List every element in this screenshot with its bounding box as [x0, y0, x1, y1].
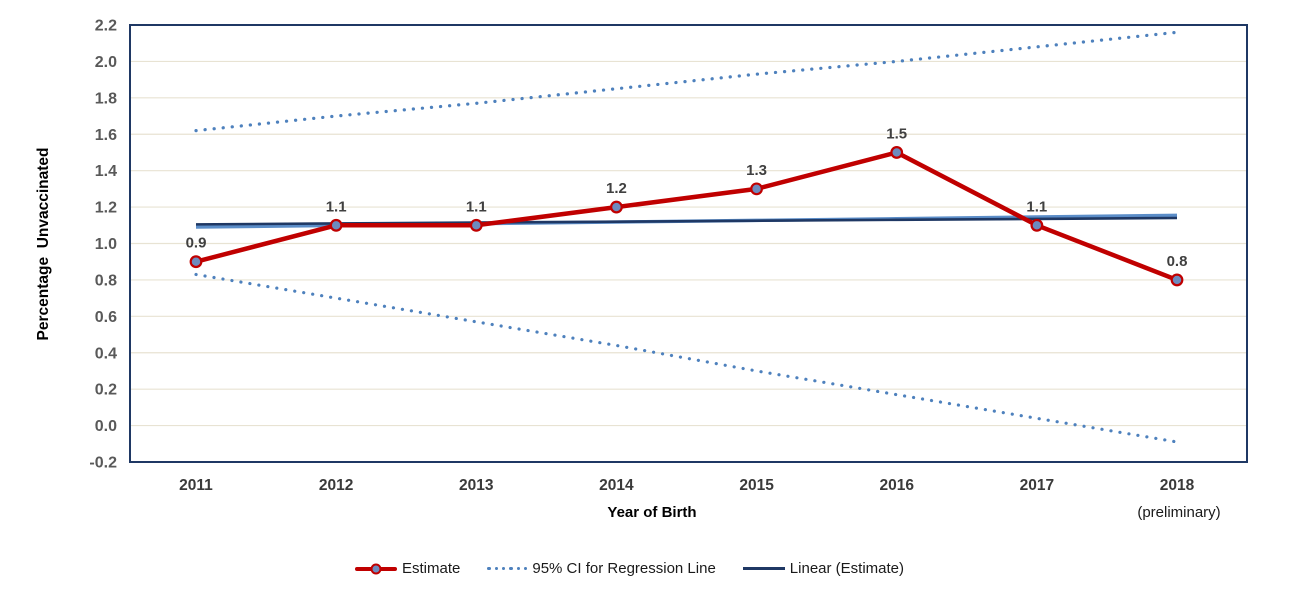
y-axis-title: Percentage Unvaccinated: [35, 147, 52, 341]
estimate-marker: [1030, 218, 1044, 232]
estimate-marker: [890, 146, 904, 159]
legend-label-linear: Linear (Estimate): [789, 560, 905, 577]
y-tick-label: 0.8: [95, 272, 117, 289]
x-tick-label: 2018: [1160, 477, 1195, 494]
estimate-marker-icon: [370, 563, 382, 574]
data-label: 0.9: [186, 235, 207, 252]
data-label: 1.5: [886, 125, 907, 142]
y-tick-label: 1.2: [95, 200, 117, 217]
legend-item-ci: 95% CI for Regression Line: [487, 560, 716, 577]
estimate-marker: [1170, 273, 1184, 287]
data-label: 1.1: [1026, 198, 1047, 215]
x-axis-title: Year of Birth: [607, 504, 697, 521]
estimate-marker: [189, 255, 203, 269]
plot-border: [129, 24, 1248, 463]
y-tick-label: 0.6: [95, 309, 117, 326]
y-tick-label: 0.2: [95, 382, 117, 399]
x-tick-label: 2011: [179, 477, 213, 494]
y-tick-label: 1.8: [95, 90, 117, 107]
data-label: 1.3: [746, 162, 767, 179]
ci-upper-line: [194, 30, 1179, 133]
ci-lower-line: [194, 272, 1179, 444]
data-label: 0.8: [1167, 253, 1188, 270]
x-tick-label: 2014: [599, 477, 634, 494]
x-tick-label: 2012: [319, 477, 353, 494]
x-tick-label: 2017: [1020, 477, 1054, 494]
y-tick-label: 0.0: [95, 418, 117, 435]
estimate-marker: [469, 218, 483, 232]
legend-item-linear: Linear (Estimate): [742, 560, 905, 577]
estimate-marker: [610, 200, 623, 214]
legend-item-estimate: Estimate: [355, 560, 460, 577]
legend-label-ci: 95% CI for Regression Line: [532, 560, 716, 577]
data-label: 1.1: [466, 198, 487, 215]
legend-label-estimate: Estimate: [402, 560, 461, 577]
y-tick-label: 0.4: [95, 345, 117, 362]
estimate-marker: [750, 182, 763, 196]
x-tick-label: 2015: [739, 477, 774, 494]
y-tick-label: 2.2: [95, 18, 117, 35]
x-tick-label: 2013: [459, 477, 494, 494]
linear-line-swatch: [742, 566, 785, 571]
y-tick-label: 2.0: [95, 54, 117, 71]
estimate-marker: [329, 218, 343, 232]
data-label: 1.1: [326, 198, 347, 215]
y-tick-label: -0.2: [89, 455, 117, 472]
estimate-line-swatch: [355, 563, 397, 574]
ci-dotted-line-swatch: [487, 566, 528, 571]
legend: Estimate 95% CI for Regression Line Line…: [355, 560, 904, 577]
x-axis-note: (preliminary): [1137, 504, 1221, 521]
estimate-line: [195, 150, 1178, 283]
y-tick-label: 1.0: [95, 236, 117, 253]
data-label: 1.2: [606, 180, 627, 197]
y-tick-label: 1.4: [95, 163, 117, 180]
y-tick-label: 1.6: [95, 127, 117, 144]
x-tick-label: 2016: [879, 477, 914, 494]
